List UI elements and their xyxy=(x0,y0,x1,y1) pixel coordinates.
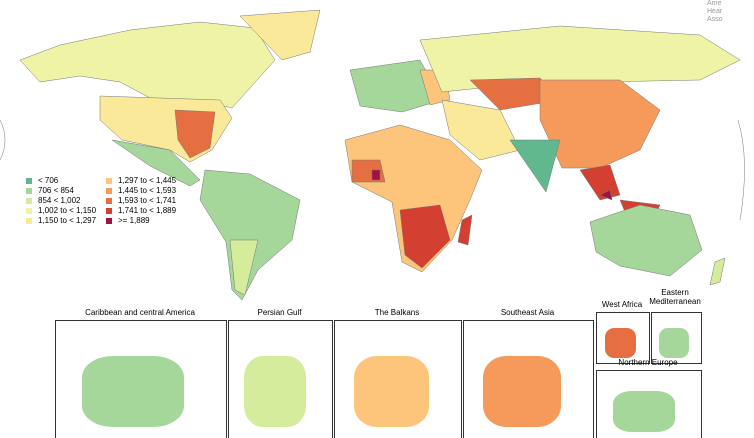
greenland xyxy=(239,9,321,61)
legend-item: >= 1,889 xyxy=(106,216,150,225)
legend-label: 1,741 to < 1,889 xyxy=(118,206,177,215)
legend-label: < 706 xyxy=(38,176,59,185)
legend-item: 1,593 to < 1,741 xyxy=(106,196,176,205)
inset-title: Southeast Asia xyxy=(500,308,555,317)
inset-land xyxy=(659,328,689,358)
inset-land xyxy=(612,391,675,433)
inset-title: Caribbean and central America xyxy=(85,308,195,317)
legend-label: 706 < 854 xyxy=(38,186,74,195)
usa-southeast xyxy=(174,109,216,159)
inset-title: The Balkans xyxy=(374,308,420,317)
canada xyxy=(19,21,276,109)
legend-label: 1,593 to < 1,741 xyxy=(118,196,177,205)
legend-label: >= 1,889 xyxy=(118,216,150,225)
china xyxy=(539,79,661,169)
legend-item: 1,445 to < 1,593 xyxy=(106,186,176,195)
europe xyxy=(349,59,443,113)
watermark xyxy=(737,119,745,221)
legend-label: 1,002 to < 1,150 xyxy=(38,206,97,215)
legend-label: 1,150 to < 1,297 xyxy=(38,216,97,225)
argentina xyxy=(229,239,259,296)
legend-item: 854 < 1,002 xyxy=(26,196,80,205)
logo-text: Hear xyxy=(707,8,723,15)
southern-africa xyxy=(399,204,451,269)
legend-item: 1,002 to < 1,150 xyxy=(26,206,96,215)
legend-label: 1,297 to < 1,445 xyxy=(118,176,177,185)
madagascar xyxy=(457,214,473,246)
watermark xyxy=(0,119,6,161)
inset-land xyxy=(81,356,184,428)
australia xyxy=(589,204,703,277)
legend-item: 1,297 to < 1,445 xyxy=(106,176,176,185)
legend-swatch xyxy=(106,207,112,214)
legend-swatch xyxy=(26,197,32,204)
borneo xyxy=(599,189,613,201)
russia xyxy=(419,25,741,93)
inset-map xyxy=(463,320,594,438)
new-zealand xyxy=(709,257,726,286)
inset-land xyxy=(483,356,561,428)
legend-label: 1,445 to < 1,593 xyxy=(118,186,177,195)
mexico xyxy=(111,139,201,187)
inset-title: Northern Europe xyxy=(618,358,678,367)
inset-land xyxy=(353,356,430,428)
legend-swatch xyxy=(26,187,32,194)
legend-swatch xyxy=(106,187,112,194)
south-america xyxy=(199,169,301,301)
inset-map xyxy=(651,312,702,364)
ghana xyxy=(371,169,381,181)
inset-land xyxy=(244,356,307,428)
legend-item: < 706 xyxy=(26,176,58,185)
india xyxy=(509,139,561,193)
inset-map xyxy=(596,370,702,438)
legend-swatch xyxy=(26,177,32,184)
inset-title: Eastern Mediterranean xyxy=(649,288,701,306)
inset-title: Persian Gulf xyxy=(257,308,302,317)
legend-swatch xyxy=(106,197,112,204)
legend-item: 706 < 854 xyxy=(26,186,74,195)
inset-map xyxy=(334,320,462,438)
legend-swatch xyxy=(106,177,112,184)
logo-text: Ame xyxy=(707,0,722,7)
legend-swatch xyxy=(26,217,32,224)
logo: Ame Hear Asso xyxy=(707,0,723,24)
logo-text: Asso xyxy=(707,16,723,23)
legend-swatch xyxy=(106,217,112,224)
legend-label: 854 < 1,002 xyxy=(38,196,81,205)
middle-east xyxy=(441,99,521,161)
inset-map xyxy=(55,320,227,438)
inset-map xyxy=(228,320,333,438)
legend-item: 1,150 to < 1,297 xyxy=(26,216,96,225)
legend-swatch xyxy=(26,207,32,214)
inset-map xyxy=(596,312,650,364)
inset-land xyxy=(604,328,636,358)
inset-title: West Africa xyxy=(601,300,643,309)
legend-item: 1,741 to < 1,889 xyxy=(106,206,176,215)
